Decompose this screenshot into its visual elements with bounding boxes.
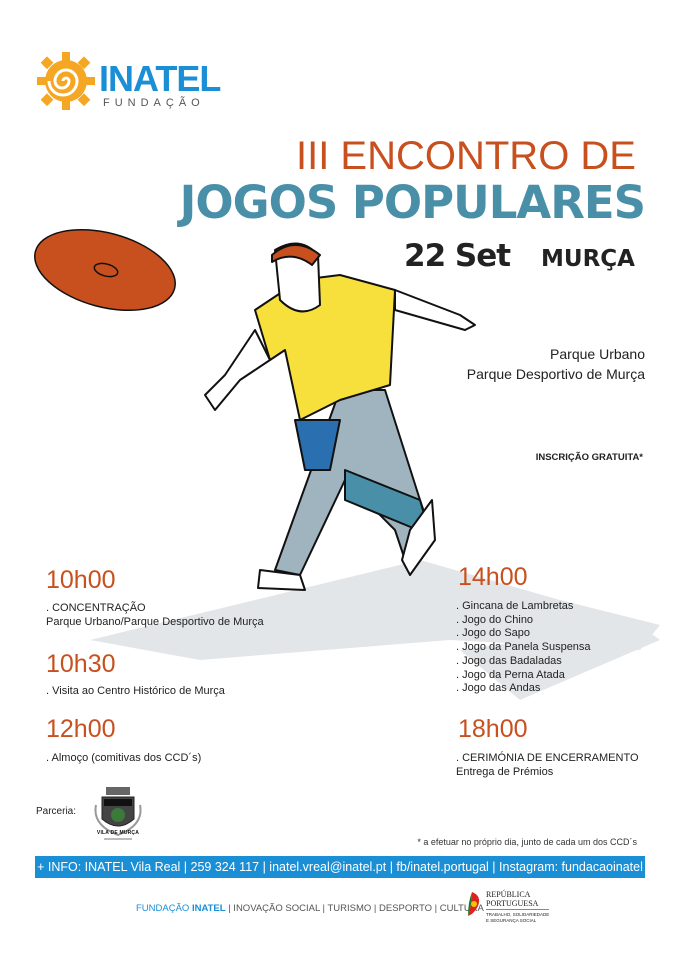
schedule-line: . Jogo das Badaladas [456,654,562,667]
gray-swoosh-shapes [90,560,660,700]
info-bar: + INFO: INATEL Vila Real | 259 324 117 |… [35,856,645,878]
gov-line: PORTUGUESA [486,899,550,910]
schedule-line: . CERIMÓNIA DE ENCERRAMENTO [456,752,639,764]
footer-brand-prefix: FUNDAÇÃO [136,903,192,914]
schedule-item: . Almoço (comitivas dos CCD´s) [46,752,201,766]
gov-line: TRABALHO, SOLIDARIEDADE [486,912,550,917]
schedule-item: . Visita ao Centro Histórico de Murça [46,685,225,699]
schedule-time: 12h00 [46,715,116,743]
schedule-line: . Jogo da Perna Atada [456,668,565,681]
footer-tagline: FUNDAÇÃO INATEL | INOVAÇÃO SOCIAL | TURI… [136,903,484,914]
gov-line: REPÚBLICA [486,890,531,899]
gov-line: E SEGURANÇA SOCIAL [486,918,537,923]
partner-name: Vila de Murça [96,830,140,836]
footer-brand: INATEL [191,903,226,914]
schedule-line: . Almoço (comitivas dos CCD´s) [46,752,202,764]
schedule-time: 10h30 [46,650,116,678]
venue-line1: Parque Urbano [550,346,645,362]
title-line2: JOGOS POPULARES [179,176,646,229]
schedule-item: . CERIMÓNIA DE ENCERRAMENTO Entrega de P… [456,752,639,779]
schedule-time: 14h00 [458,563,528,591]
bowler-figure [204,242,476,591]
logo-subtitle: FUNDAÇÃO [103,97,205,109]
schedule-line: . Visita ao Centro Histórico de Murça [46,685,225,697]
schedule-item: . Gincana de Lambretas . Jogo do Chino .… [456,600,591,696]
schedule-line: . Jogo do Sapo [456,627,531,640]
schedule-line: Entrega de Prémios [456,765,554,778]
registration-note: INSCRIÇÃO GRATUITA* [535,452,643,463]
schedule-time: 10h00 [46,566,116,594]
logo-name: INATEL [99,58,221,99]
schedule-line: . CONCENTRAÇÃO [46,602,146,614]
schedule-line: . Jogo das Andas [456,682,541,695]
venue-line2: Parque Desportivo de Murça [466,366,645,382]
schedule-line: . Jogo do Chino [456,613,534,626]
schedule-item: . CONCENTRAÇÃO Parque Urbano/Parque Desp… [46,602,264,629]
sun-spiral-icon [37,52,95,110]
inatel-logo: INATEL FUNDAÇÃO [35,50,235,112]
republica-portuguesa-logo: REPÚBLICA PORTUGUESA TRABALHO, SOLIDARIE… [468,890,568,926]
footnote: * a efetuar no próprio dia, junto de cad… [417,837,637,847]
murca-crest-logo [94,787,142,840]
flag-emblem-icon [468,892,480,916]
schedule-time: 18h00 [458,715,528,743]
event-place: MURÇA [541,246,635,272]
disc-icon [34,228,176,312]
schedule-line: . Gincana de Lambretas [456,600,574,612]
schedule-line: Parque Urbano/Parque Desportivo de Murça [46,615,264,628]
event-date: 22 Set [404,238,511,274]
title-line1: III ENCONTRO DE [295,134,636,178]
partnership-label: Parceria: [36,806,77,817]
schedule-line: . Jogo da Panela Suspensa [456,641,591,654]
footer-rest: | INOVAÇÃO SOCIAL | TURISMO | DESPORTO |… [225,903,484,914]
